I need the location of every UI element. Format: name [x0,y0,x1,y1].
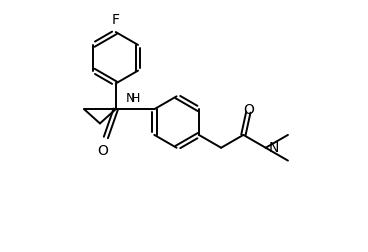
Text: O: O [243,103,254,117]
Text: N: N [269,141,279,155]
Text: F: F [112,13,120,27]
Text: O: O [98,144,108,159]
Text: H: H [130,92,140,105]
Text: N: N [125,92,135,105]
